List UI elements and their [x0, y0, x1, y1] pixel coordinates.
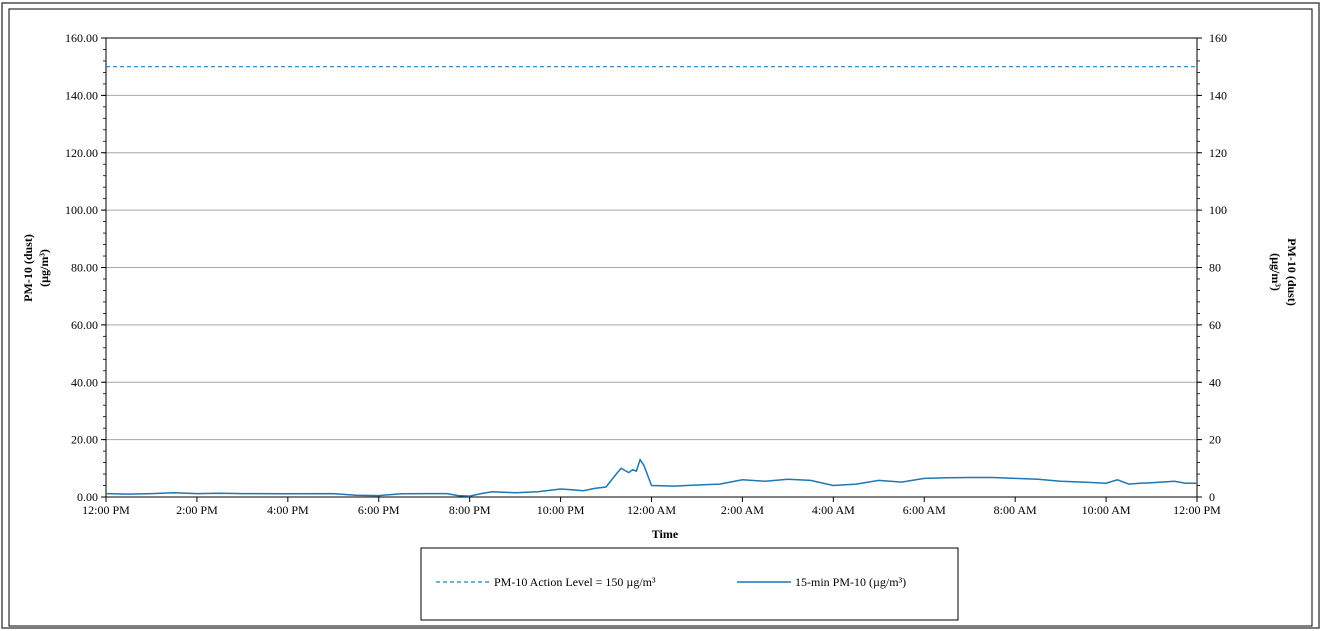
- x-axis-title: Time: [652, 527, 679, 541]
- chart-area-border: [8, 8, 1313, 627]
- tick-labels: 0.00 0 20.00 20 40.00 40 60.00 60 80.00 80 100.00 1…: [65, 31, 1227, 517]
- y-tick-label-right: 40: [1209, 375, 1221, 389]
- legend: PM-10 Action Level = 150 µg/m³ 15-min PM…: [420, 547, 959, 621]
- x-tick-label: 10:00 AM: [1082, 503, 1131, 517]
- y-tick-label-right: 120: [1209, 146, 1227, 160]
- grid-lines: [106, 94, 1197, 441]
- x-tick-label: 4:00 AM: [812, 503, 855, 517]
- y-tick-label-left: 100.00: [65, 203, 98, 217]
- y-tick-label-right: 0: [1209, 490, 1215, 504]
- y-axis-title-right-line2: (µg/m³): [1269, 253, 1283, 291]
- y-tick-label-left: 20.00: [71, 433, 98, 447]
- y-tick-label-left: 40.00: [71, 375, 98, 389]
- y-tick-label-left: 120.00: [65, 146, 98, 160]
- x-tick-label: 2:00 AM: [721, 503, 764, 517]
- legend-pm10-label: 15-min PM-10 (µg/m³): [795, 575, 906, 589]
- axes: [101, 37, 1202, 502]
- x-tick-label: 10:00 PM: [537, 503, 585, 517]
- series-lines: [105, 66, 1197, 497]
- x-tick-label: 8:00 AM: [994, 503, 1037, 517]
- x-tick-label: 12:00 AM: [627, 503, 676, 517]
- y-tick-label-right: 60: [1209, 318, 1221, 332]
- y-tick-label-right: 80: [1209, 261, 1221, 275]
- y-axis-title-left: PM-10 (dust) (µg/m³): [21, 234, 51, 302]
- y-axis-title-right-line1: PM-10 (dust): [1285, 238, 1299, 306]
- x-tick-label: 12:00 PM: [82, 503, 130, 517]
- y-tick-label-left: 160.00: [65, 31, 98, 45]
- legend-box: [420, 547, 959, 621]
- y-tick-label-left: 80.00: [71, 261, 98, 275]
- x-tick-label: 4:00 PM: [267, 503, 309, 517]
- y-tick-label-left: 0.00: [77, 490, 98, 504]
- legend-action-level-label: PM-10 Action Level = 150 µg/m³: [494, 575, 656, 589]
- x-tick-label: 8:00 PM: [449, 503, 491, 517]
- y-tick-label-left: 140.00: [65, 88, 98, 102]
- y-axis-title-left-line1: PM-10 (dust): [21, 234, 35, 302]
- y-axis-title-left-line2: (µg/m³): [37, 249, 51, 287]
- y-tick-label-right: 100: [1209, 203, 1227, 217]
- y-tick-label-right: 160: [1209, 31, 1227, 45]
- y-tick-label-right: 20: [1209, 433, 1221, 447]
- y-tick-label-left: 60.00: [71, 318, 98, 332]
- x-tick-label: 6:00 AM: [903, 503, 946, 517]
- x-tick-label: 6:00 PM: [358, 503, 400, 517]
- x-tick-label: 12:00 PM: [1173, 503, 1221, 517]
- pm10-series-line: [105, 458, 1197, 497]
- x-tick-label: 2:00 PM: [176, 503, 218, 517]
- y-axis-title-right: PM-10 (dust) (µg/m³): [1269, 238, 1299, 306]
- y-tick-label-right: 140: [1209, 88, 1227, 102]
